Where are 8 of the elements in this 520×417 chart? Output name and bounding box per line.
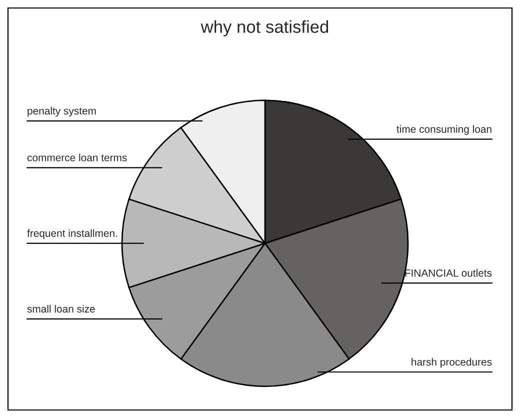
slice-label: frequent installmen. (27, 229, 117, 240)
slice-label: small loan size (27, 304, 95, 313)
chart-title: why not satisfied (200, 20, 328, 36)
slice-label: FINANCIAL outlets (405, 269, 492, 277)
slice-label: time consuming loan (396, 125, 492, 135)
slice-label: penalty system (28, 106, 96, 117)
slice-label: commerce loan terms (27, 154, 127, 162)
slice-label: harsh procedures (412, 358, 492, 368)
